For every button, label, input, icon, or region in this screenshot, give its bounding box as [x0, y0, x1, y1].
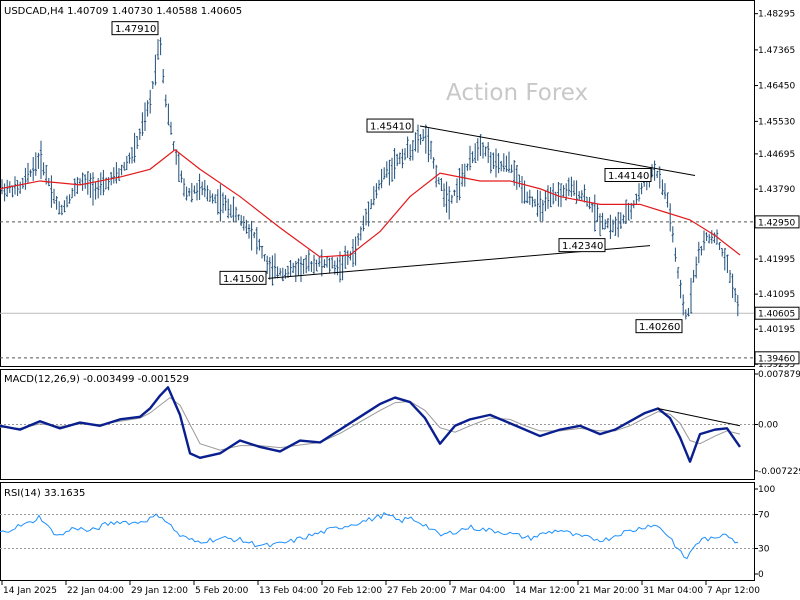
x-axis: 14 Jan 2025 22 Jan 04:00 29 Jan 12:00 5 Feb…	[1, 580, 760, 596]
price-y-tick-label: 1.40195	[758, 325, 795, 335]
price-level-box	[754, 351, 800, 365]
price-label-box	[111, 21, 159, 36]
rsi-y-tick-label: 100	[758, 485, 775, 495]
macd-y-tick-label: 0.00	[758, 421, 778, 431]
x-tick-label: 13 Feb 04:00	[259, 586, 318, 596]
macd-line	[0, 386, 741, 463]
price-y-tick-label: 1.43790	[758, 185, 795, 195]
price-label: 1.47910	[115, 24, 156, 35]
macd-y-tick-label: -0.007229	[758, 467, 800, 477]
price-header: USDCAD,H4 1.40709 1.40730 1.40588 1.4060…	[4, 6, 242, 17]
rsi-y-tick-label: 30	[758, 545, 770, 555]
x-tick-label: 14 Mar 12:00	[515, 586, 575, 596]
price-panel: 1.48295 1.47365 1.46450 1.45530 1.44695 1.437…	[0, 10, 800, 370]
price-label-box	[604, 168, 652, 183]
price-label-box	[558, 238, 606, 253]
price-y-tick-label: 1.48295	[758, 10, 795, 20]
price-y-tick-label: 1.46450	[758, 82, 795, 92]
x-tick-label: 20 Feb 12:00	[323, 586, 382, 596]
macd-trendline	[657, 407, 741, 427]
price-level-box	[754, 215, 800, 229]
x-tick-label: 29 Jan 12:00	[131, 586, 188, 596]
price-label: 1.41500	[223, 274, 264, 285]
watermark: Action Forex	[446, 80, 588, 106]
x-tick-label: 27 Feb 20:00	[387, 586, 446, 596]
rsi-line	[0, 511, 739, 560]
price-y-tick-label: 1.41095	[758, 290, 795, 300]
price-y-tick-label: 1.47365	[758, 46, 795, 56]
current-price-label: 1.40605	[758, 310, 795, 320]
price-label: 1.40260	[639, 322, 680, 333]
x-tick-label: 31 Mar 04:00	[643, 586, 703, 596]
x-tick-label: 5 Feb 20:00	[195, 586, 249, 596]
price-label: 1.42340	[562, 241, 603, 252]
price-y-tick-label: 1.41995	[758, 255, 795, 265]
macd-header: MACD(12,26,9) -0.003499 -0.001529	[4, 374, 189, 385]
macd-signal-line	[0, 396, 741, 451]
price-level-label: 1.39460	[758, 354, 795, 364]
price-level-label: 1.42950	[758, 218, 795, 228]
current-price-box	[754, 306, 800, 320]
macd-panel: 0.007879 0.00 -0.007229	[0, 370, 800, 477]
x-tick-label: 14 Jan 2025	[3, 586, 57, 596]
x-tick-label: 22 Jan 04:00	[67, 586, 124, 596]
price-label-box	[366, 118, 414, 133]
x-tick-label: 7 Apr 12:00	[707, 586, 760, 596]
price-label: 1.44140	[608, 171, 649, 182]
rsi-panel-frame	[0, 482, 755, 581]
price-label: 1.45410	[370, 122, 411, 133]
macd-y-tick-label: 0.007879	[758, 370, 800, 380]
price-y-tick-label: 1.44695	[758, 150, 795, 160]
rsi-header: RSI(14) 33.1635	[4, 488, 85, 499]
price-y-tick-label: 1.39295	[758, 360, 795, 370]
price-panel-frame	[0, 0, 755, 367]
rsi-y-tick-label: 70	[758, 511, 770, 521]
price-y-tick-label: 1.45530	[758, 117, 795, 127]
price-trendline	[419, 125, 696, 177]
price-label-box	[635, 319, 683, 334]
x-tick-label: 21 Mar 20:00	[579, 586, 639, 596]
rsi-y-tick-label: 0	[758, 570, 764, 580]
x-tick-label: 7 Mar 04:00	[451, 586, 506, 596]
rsi-panel: 100 70 30 0	[0, 485, 775, 580]
price-label-box	[219, 270, 267, 285]
moving-average-line	[0, 149, 741, 258]
